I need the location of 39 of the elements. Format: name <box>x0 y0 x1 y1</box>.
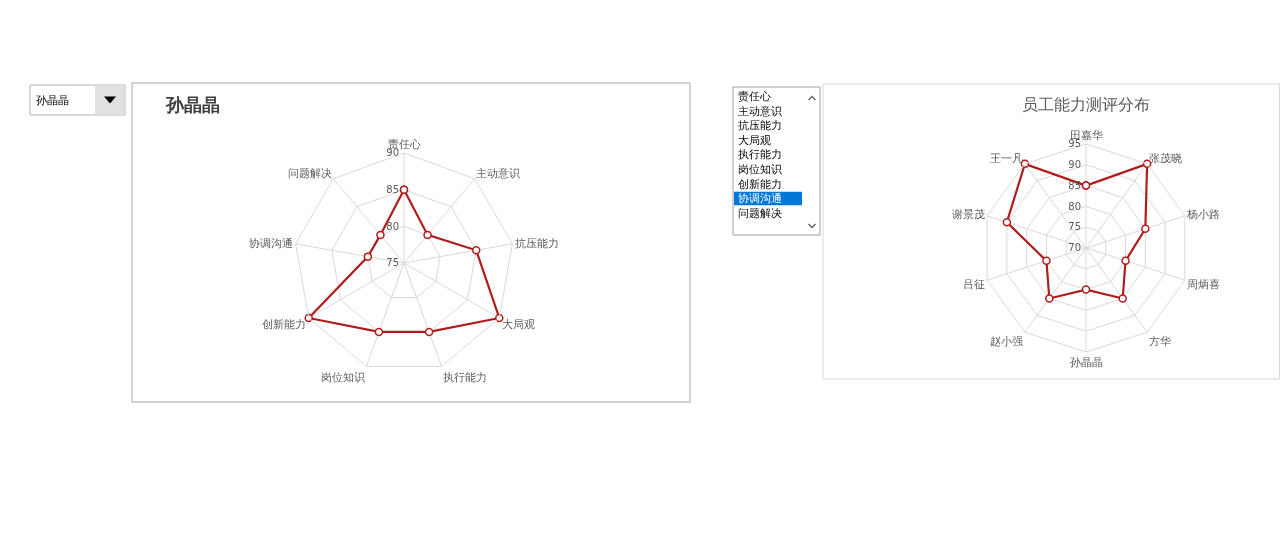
spoke-label: 吕征 <box>962 278 985 292</box>
category-label: 抗压能力 <box>738 119 782 132</box>
spoke-label: 谢景茂 <box>951 208 985 222</box>
spoke-label: 张茂晓 <box>1148 152 1182 166</box>
y-tick-label: 90 <box>386 147 399 159</box>
spoke-label: 问题解决 <box>287 167 332 181</box>
category-label: 协调沟通 <box>738 192 782 205</box>
spoke-label: 大局观 <box>501 318 535 332</box>
spoke-label: 周炳喜 <box>1187 278 1221 292</box>
y-tick-label: 90 <box>1068 159 1081 171</box>
y-tick-label: 80 <box>386 220 399 232</box>
spoke-label: 执行能力 <box>442 370 487 384</box>
y-tick-label: 80 <box>1068 200 1081 212</box>
text: 孙晶晶 <box>36 94 69 107</box>
spoke-label: 抗压能力 <box>514 236 559 250</box>
spoke-label: 创新能力 <box>262 318 307 332</box>
spoke-label: 岗位知识 <box>321 370 366 384</box>
category-label: 岗位知识 <box>738 163 782 176</box>
category-label: 执行能力 <box>738 148 782 161</box>
category-label: 责任心 <box>738 90 771 103</box>
y-tick-label: 70 <box>1068 242 1081 254</box>
y-tick-label: 75 <box>1068 221 1081 233</box>
y-tick-label: 85 <box>386 183 399 195</box>
y-tick-label: 85 <box>1068 179 1081 191</box>
chart-title: 员工能力测评分布 <box>1022 95 1150 114</box>
category-label: 问题解决 <box>738 207 782 220</box>
spoke-label: 王一凡 <box>990 152 1024 166</box>
spoke-label: 赵小强 <box>990 335 1024 349</box>
spoke-label: 协调沟通 <box>249 236 294 250</box>
spoke-label: 方华 <box>1148 335 1171 349</box>
category-label: 创新能力 <box>738 178 782 191</box>
spoke-label: 孙晶晶 <box>1069 355 1103 369</box>
chart-title: 孙晶晶 <box>165 94 220 115</box>
spoke-label: 杨小路 <box>1186 208 1221 222</box>
category-label: 大局观 <box>738 134 771 147</box>
y-tick-label: 75 <box>386 257 399 269</box>
y-tick-label: 95 <box>1068 138 1081 150</box>
spoke-label: 主动意识 <box>476 167 521 181</box>
category-label: 主动意识 <box>738 105 782 118</box>
